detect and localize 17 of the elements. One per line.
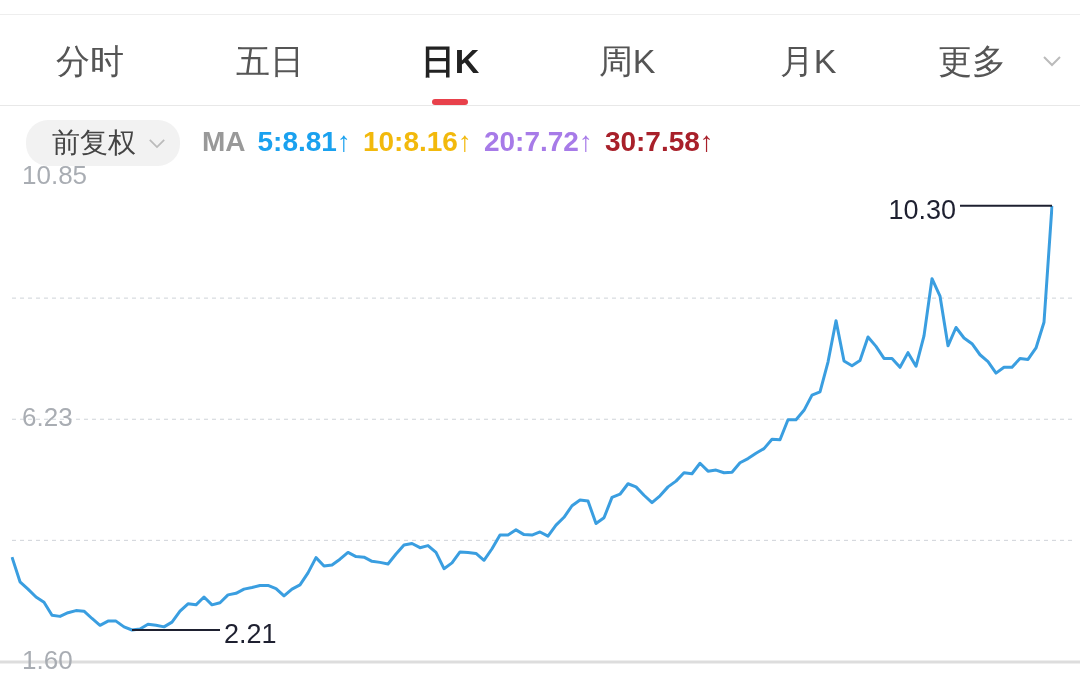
y-tick-label: 6.23 <box>22 402 73 433</box>
y-tick-label: 1.60 <box>22 645 73 676</box>
text: 周K <box>598 41 656 82</box>
y-tick-label: 10.85 <box>22 160 88 191</box>
text: 五日 <box>236 41 304 82</box>
text: 30:7.58↑ <box>604 126 714 157</box>
annotation: 10.30 <box>888 195 956 226</box>
text: 10:8.16↑ <box>362 126 472 157</box>
text: MA <box>202 126 246 157</box>
text: 更多 <box>938 41 1006 82</box>
text: 5:8.81↑ <box>257 126 351 157</box>
text: 20:7.72↑ <box>483 126 593 157</box>
annotation: 2.21 <box>224 619 277 650</box>
text: 月K <box>779 41 837 82</box>
text: 分时 <box>56 41 124 82</box>
text: 前复权 <box>52 127 136 158</box>
text: 日K <box>420 41 480 82</box>
